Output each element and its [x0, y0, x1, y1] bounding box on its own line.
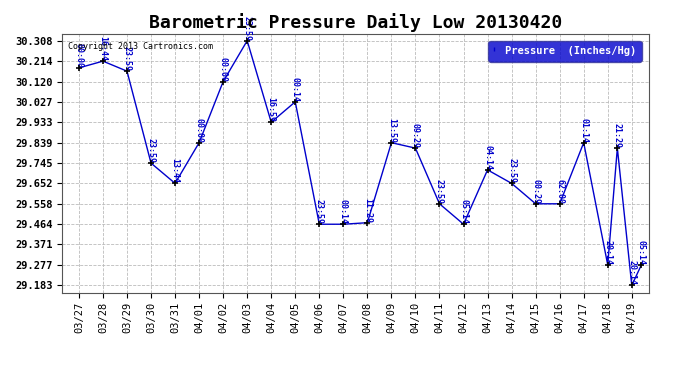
Legend: Pressure  (Inches/Hg): Pressure (Inches/Hg)	[489, 41, 642, 62]
Text: 16:59: 16:59	[267, 97, 276, 122]
Text: 00:00: 00:00	[219, 57, 228, 82]
Text: 04:14: 04:14	[483, 145, 492, 170]
Text: 00:00: 00:00	[195, 118, 204, 142]
Text: Copyright 2013 Cartronics.com: Copyright 2013 Cartronics.com	[68, 42, 213, 51]
Text: 11:29: 11:29	[363, 198, 372, 223]
Text: 23:59: 23:59	[146, 138, 155, 163]
Text: 00:14: 00:14	[290, 77, 299, 102]
Text: 23:59: 23:59	[507, 158, 516, 183]
Title: Barometric Pressure Daily Low 20130420: Barometric Pressure Daily Low 20130420	[149, 13, 562, 32]
Text: 00:29: 00:29	[531, 179, 540, 204]
Text: 62:00: 62:00	[555, 179, 564, 204]
Text: 00:00: 00:00	[75, 43, 83, 68]
Text: 13:44: 13:44	[170, 158, 179, 183]
Text: 21:29: 21:29	[613, 123, 622, 148]
Text: 20:14: 20:14	[603, 240, 612, 265]
Text: 05:14: 05:14	[637, 240, 646, 265]
Text: 16:44: 16:44	[99, 36, 108, 61]
Text: 20:14: 20:14	[627, 260, 636, 285]
Text: 23:59: 23:59	[243, 16, 252, 41]
Text: 09:29: 09:29	[411, 123, 420, 148]
Text: 01:14: 01:14	[579, 118, 588, 142]
Text: 13:59: 13:59	[387, 118, 396, 142]
Text: 23:59: 23:59	[315, 199, 324, 224]
Text: 23:59: 23:59	[123, 46, 132, 71]
Text: 23:59: 23:59	[435, 179, 444, 204]
Text: 00:14: 00:14	[339, 199, 348, 224]
Text: 05:14: 05:14	[459, 199, 468, 224]
